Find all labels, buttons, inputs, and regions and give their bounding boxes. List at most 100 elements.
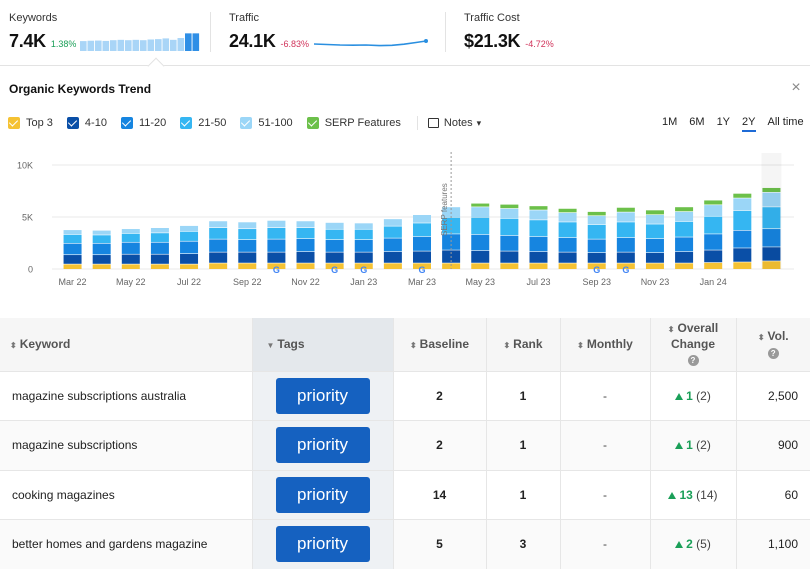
checkbox-icon[interactable] [306,117,319,129]
bar-segment [354,239,373,252]
tag-priority-button[interactable]: priority [275,377,370,414]
notes-label: Notes [443,117,473,129]
period-2y[interactable]: 2Y [742,116,756,132]
bar-segment [209,228,228,239]
google-update-icon: G [331,265,338,275]
sort-icon: ⬍ [503,341,511,351]
organic-keywords-chart[interactable]: 0 5K 10K SERP features G G G G G G Mar 22 May 22 Jul… [0,148,810,293]
bar-segment [296,228,315,239]
checkbox-icon[interactable] [240,117,253,129]
legend-item-top3[interactable]: Top 3 [8,117,53,129]
sparkline-bar [102,40,110,51]
legend-item-11-20[interactable]: 11-20 [120,117,167,129]
bar-segment [762,229,781,247]
checkbox-icon[interactable] [8,117,20,129]
google-update-icon: G [593,265,600,275]
volume-cell: 1,100 [736,519,810,569]
legend-item-21-50[interactable]: 21-50 [180,117,226,129]
legend-item-serp-features[interactable]: SERP Features [306,117,401,129]
rank-cell: 1 [486,420,561,471]
bar-segment [471,234,490,251]
checkbox-icon[interactable] [180,117,193,129]
bar-segment [383,251,402,263]
col-header-volume[interactable]: ⬍ Vol. ? [736,318,810,372]
period-6m[interactable]: 6M [689,116,705,128]
legend-label: 51-100 [258,117,293,129]
legend-item-51-100[interactable]: 51-100 [240,117,293,129]
bar-segment [500,208,519,219]
sort-desc-icon: ▼ [266,341,275,351]
bar-segment [383,226,402,238]
bar-segment [209,263,228,269]
metric-label: Keywords [9,12,58,24]
chart-legend: Top 3 4-10 11-20 21-50 51-100 SERP Featu… [8,116,481,130]
bar-segment [150,242,169,254]
bar-segment [587,239,606,253]
tag-priority-button[interactable]: priority [275,526,370,563]
bar-segment [529,206,548,210]
period-1y[interactable]: 1Y [716,116,731,128]
x-tick-label: Mar 23 [408,277,436,287]
legend-label: 11-20 [138,117,167,129]
notes-dropdown[interactable]: Notes ▾ [416,116,481,130]
x-tick-label: Jul 22 [177,277,201,287]
help-icon[interactable]: ? [687,355,699,367]
bar-segment [150,233,169,242]
legend-label: SERP Features [324,117,401,129]
metric-value: 7.4K [9,31,46,51]
table-row: magazine subscriptions australia priorit… [0,371,810,421]
bar-segment [558,212,577,222]
change-value: 2 [686,537,693,552]
x-tick-label: Jan 24 [700,277,727,287]
keyword-cell[interactable]: magazine subscriptions [0,420,253,471]
period-all-time[interactable]: All time [767,116,804,128]
col-header-monthly[interactable]: ⬍ Monthly [560,318,651,372]
bar-segment [762,207,781,229]
bar-segment [471,263,490,269]
bar-segment [325,229,344,240]
bar-segment [325,222,344,229]
bar-segment [733,230,752,248]
col-header-keyword[interactable]: ⬍ Keyword [0,318,253,372]
checkbox-icon[interactable] [120,117,133,129]
col-header-baseline[interactable]: ⬍ Baseline [393,318,487,372]
help-icon[interactable]: ? [767,347,779,359]
metric-change: -4.72% [525,39,554,49]
sparkline-bar [132,39,140,51]
bar-segment [267,228,286,239]
google-update-icon: G [273,265,280,275]
keyword-cell[interactable]: better homes and gardens magazine [0,519,253,569]
overall-change-cell: 13 (14) [650,470,737,520]
period-1m[interactable]: 1M [662,116,678,128]
legend-item-4-10[interactable]: 4-10 [66,117,107,129]
bar-segment [500,263,519,269]
traffic-sparkline [314,38,429,46]
metric-keywords[interactable]: Keywords 7.4K 1.38% [9,12,200,52]
col-header-rank[interactable]: ⬍ Rank [486,318,561,372]
metric-traffic-cost[interactable]: Traffic Cost $21.3K -4.72% [464,12,554,52]
bar-segment [733,193,752,198]
change-value: 13 [679,487,693,502]
close-icon[interactable]: × [791,79,801,96]
change-value: 1 [686,438,693,453]
col-header-overall-change[interactable]: ⬍ Overall Change ? [650,318,737,372]
keyword-cell[interactable]: cooking magazines [0,470,253,520]
tags-cell: priority [252,371,394,421]
table-header-row: ⬍ Keyword ▼ Tags ⬍ Baseline ⬍ Rank ⬍ Monthly … [0,318,810,372]
header-label: Vol. [767,328,789,343]
rank-cell: 1 [486,371,561,421]
bar-segment [150,228,169,233]
metric-traffic[interactable]: Traffic 24.1K -6.83% [229,12,432,52]
tag-priority-button[interactable]: priority [275,476,370,513]
overall-change-cell: 1 (2) [650,420,737,471]
bar-segment [675,221,694,237]
tag-priority-button[interactable]: priority [275,427,370,464]
bar-segment [92,235,111,243]
checkbox-icon[interactable] [66,117,79,129]
col-header-tags[interactable]: ▼ Tags [252,318,394,372]
x-tick-label: Sep 22 [233,277,262,287]
keyword-cell[interactable]: magazine subscriptions australia [0,371,253,421]
bar-segment [645,252,664,263]
bar-segment [645,210,664,215]
bar-segment [267,220,286,228]
